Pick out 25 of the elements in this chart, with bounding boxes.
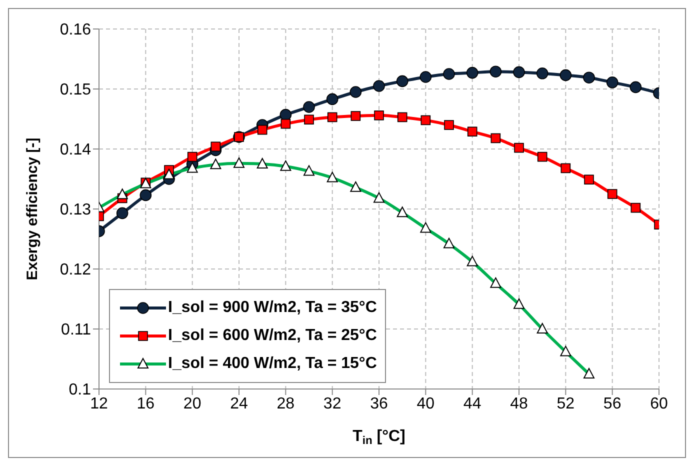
legend-label: I_sol = 900 W/m2, Ta = 35°C (168, 299, 377, 317)
y-tick-label: 0.11 (61, 322, 92, 339)
x-tick-label: 12 (90, 395, 108, 412)
x-tick-label: 16 (136, 395, 155, 412)
x-tick-label: 20 (183, 395, 202, 412)
x-tick-label: 28 (276, 395, 295, 412)
legend-label: I_sol = 600 W/m2, Ta = 25°C (168, 327, 377, 345)
x-axis-title: T$_{in}$ [°C] (352, 428, 406, 447)
y-tick-label: 0.15 (60, 82, 92, 99)
x-tick-label: 52 (556, 395, 575, 412)
x-tick-label: 24 (230, 395, 248, 412)
y-tick-label: 0.13 (60, 202, 92, 219)
x-tick-label: 44 (463, 395, 482, 412)
x-tick-label: 60 (650, 395, 668, 412)
x-tick-label: 48 (510, 395, 528, 412)
legend-label: I_sol = 400 W/m2, Ta = 15°C (168, 355, 377, 373)
y-tick-label: 0.14 (60, 142, 92, 159)
x-tick-label: 56 (603, 395, 622, 412)
x-tick-label: 32 (323, 395, 342, 412)
x-tick-label: 40 (416, 395, 435, 412)
y-axis-title: Exergy efficiency [-] (24, 138, 41, 280)
y-tick-label: 0.16 (60, 22, 92, 39)
y-tick-label: 0.12 (60, 262, 92, 279)
y-tick-label: 0.1 (68, 382, 92, 399)
x-tick-label: 36 (370, 395, 388, 412)
